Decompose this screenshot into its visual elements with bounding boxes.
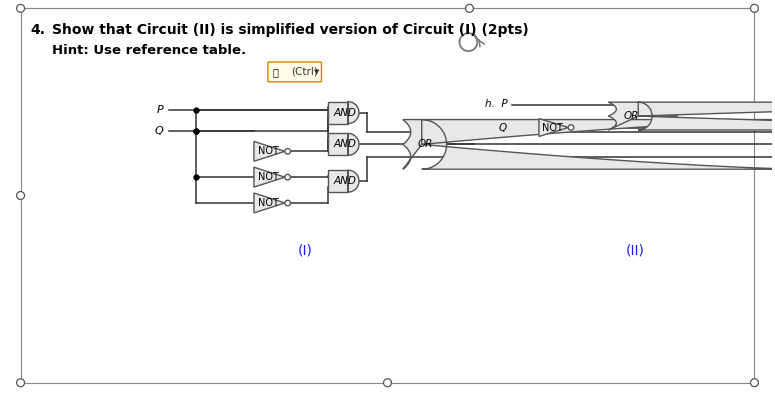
FancyBboxPatch shape <box>268 62 322 82</box>
Circle shape <box>16 192 25 200</box>
Circle shape <box>384 379 391 387</box>
Polygon shape <box>608 102 775 130</box>
Circle shape <box>568 125 573 130</box>
Text: (I): (I) <box>298 244 313 258</box>
Text: (II): (II) <box>626 244 645 258</box>
Circle shape <box>285 148 291 154</box>
Polygon shape <box>539 119 568 136</box>
Text: Q: Q <box>499 122 507 132</box>
Polygon shape <box>348 133 359 155</box>
Circle shape <box>750 4 759 12</box>
Text: NOT: NOT <box>258 172 279 182</box>
Text: Show that Circuit (II) is simplified version of Circuit (I) (2pts): Show that Circuit (II) is simplified ver… <box>53 23 529 37</box>
Text: AND: AND <box>333 176 356 186</box>
Text: NOT: NOT <box>542 122 563 132</box>
Polygon shape <box>254 141 285 161</box>
Circle shape <box>750 379 759 387</box>
Polygon shape <box>254 167 285 187</box>
Polygon shape <box>403 120 775 169</box>
Polygon shape <box>254 193 285 213</box>
Text: NOT: NOT <box>258 198 279 208</box>
Polygon shape <box>329 170 348 192</box>
Text: (Ctrl): (Ctrl) <box>291 67 318 77</box>
Polygon shape <box>348 102 359 124</box>
Text: OR: OR <box>623 111 639 121</box>
Circle shape <box>466 4 474 12</box>
Text: AND: AND <box>333 108 356 118</box>
Text: P: P <box>157 105 164 115</box>
Text: AND: AND <box>333 139 356 149</box>
Text: ▼: ▼ <box>314 69 319 75</box>
Polygon shape <box>329 102 348 124</box>
Polygon shape <box>329 133 348 155</box>
Circle shape <box>16 379 25 387</box>
Text: 4.: 4. <box>30 23 46 37</box>
Text: 📋: 📋 <box>273 67 279 77</box>
Text: Q: Q <box>155 126 164 136</box>
Text: NOT: NOT <box>258 146 279 156</box>
Circle shape <box>285 200 291 206</box>
Text: OR: OR <box>418 139 433 149</box>
Text: h.  P: h. P <box>484 99 507 109</box>
Text: Hint: Use reference table.: Hint: Use reference table. <box>53 43 246 57</box>
Circle shape <box>16 4 25 12</box>
Circle shape <box>285 174 291 180</box>
Polygon shape <box>348 170 359 192</box>
